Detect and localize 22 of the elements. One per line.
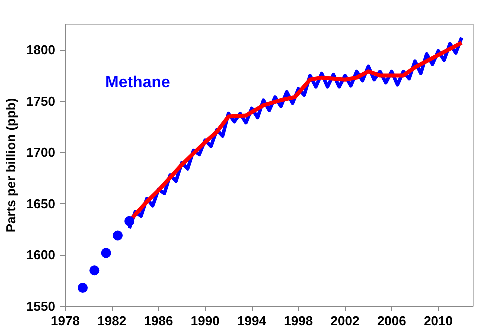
y-tick-label: 1750 bbox=[26, 94, 56, 109]
x-tick-label: 1990 bbox=[190, 314, 220, 328]
x-tick-label: 2002 bbox=[330, 314, 360, 328]
point bbox=[101, 248, 112, 258]
point bbox=[112, 230, 123, 241]
x-tick-label: 1986 bbox=[144, 314, 174, 328]
y-tick-label: 1700 bbox=[26, 145, 56, 160]
x-tick-label: 1982 bbox=[98, 314, 127, 328]
y-axis-title: Parts per billion (ppb) bbox=[4, 98, 19, 233]
y-tick-label: 1650 bbox=[26, 196, 56, 212]
x-tick-label: 1998 bbox=[284, 314, 314, 328]
point bbox=[90, 266, 100, 276]
x-tick-label: 2006 bbox=[377, 314, 406, 328]
point bbox=[124, 216, 135, 226]
x-tick-label: 1978 bbox=[51, 314, 80, 328]
y-tick-label: 1600 bbox=[26, 248, 56, 263]
point bbox=[78, 283, 88, 294]
x-tick-label: 1994 bbox=[238, 314, 268, 328]
annotation: Methane bbox=[106, 74, 170, 92]
y-tick-label: 1550 bbox=[26, 299, 56, 314]
y-tick-label: 1800 bbox=[26, 42, 56, 58]
x-tick-label: 2010 bbox=[424, 314, 453, 328]
